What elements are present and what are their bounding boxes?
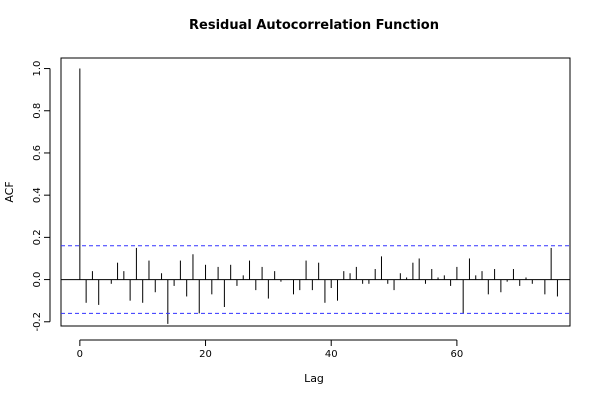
x-tick-label: 40	[325, 349, 338, 360]
y-tick-label: 1.0	[32, 61, 43, 77]
y-tick-label: -0.2	[32, 312, 43, 332]
chart-title: Residual Autocorrelation Function	[189, 18, 439, 33]
y-tick-label: 0.6	[32, 145, 43, 161]
y-axis-title: ACF	[3, 181, 16, 202]
plot-frame	[60, 57, 571, 327]
y-tick-label: 0.4	[32, 187, 43, 203]
y-tick-label: 0.2	[32, 229, 43, 245]
x-axis-title: Lag	[304, 372, 324, 385]
x-tick-label: 60	[451, 349, 464, 360]
y-tick-label: 0.8	[32, 103, 43, 119]
y-tick-label: 0.0	[32, 272, 43, 288]
x-tick-label: 0	[77, 349, 83, 360]
x-tick-label: 20	[199, 349, 212, 360]
